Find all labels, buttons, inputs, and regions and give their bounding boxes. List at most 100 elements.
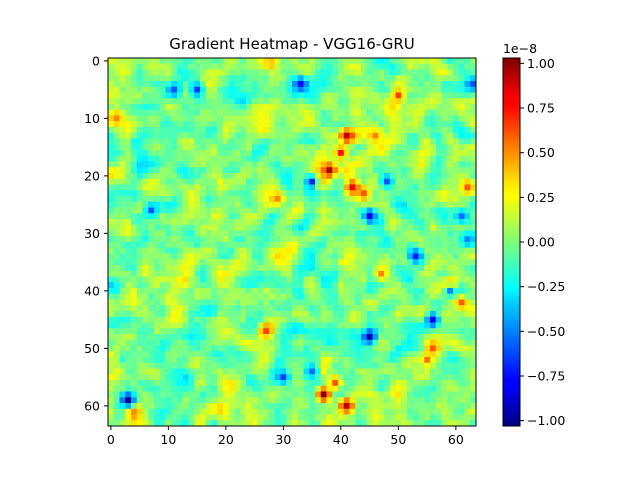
heatmap-cell xyxy=(280,385,287,392)
heatmap-cell xyxy=(251,161,258,168)
heatmap-cell xyxy=(309,109,316,116)
heatmap-cell xyxy=(470,408,477,415)
heatmap-cell xyxy=(177,368,184,375)
heatmap-cell xyxy=(159,132,166,139)
heatmap-cell xyxy=(108,167,115,174)
heatmap-cell xyxy=(441,144,448,151)
heatmap-cell xyxy=(303,328,310,335)
heatmap-cell xyxy=(154,161,161,168)
heatmap-cell xyxy=(194,213,201,220)
heatmap-cell xyxy=(200,132,207,139)
heatmap-cell xyxy=(125,391,132,398)
heatmap-cell xyxy=(286,397,293,404)
heatmap-cell xyxy=(315,98,322,105)
heatmap-cell xyxy=(470,362,477,369)
heatmap-cell xyxy=(303,69,310,76)
heatmap-cell xyxy=(251,219,258,226)
heatmap-cell xyxy=(200,92,207,99)
heatmap-cell xyxy=(125,385,132,392)
heatmap-cell xyxy=(395,161,402,168)
heatmap-cell xyxy=(412,288,419,295)
heatmap-cell xyxy=(447,345,454,352)
heatmap-cell xyxy=(407,115,414,122)
heatmap-cell xyxy=(412,92,419,99)
heatmap-cell xyxy=(361,328,368,335)
heatmap-cell xyxy=(200,288,207,295)
heatmap-cell xyxy=(246,178,253,185)
heatmap-cell xyxy=(292,219,299,226)
heatmap-cell xyxy=(309,104,316,111)
heatmap-cell xyxy=(355,236,362,243)
heatmap-cell xyxy=(395,75,402,82)
heatmap-cell xyxy=(424,109,431,116)
heatmap-cell xyxy=(257,380,264,387)
heatmap-cell xyxy=(435,414,442,421)
heatmap-cell xyxy=(188,207,195,214)
heatmap-cell xyxy=(211,247,218,254)
heatmap-cell xyxy=(148,293,155,300)
heatmap-cell xyxy=(332,368,339,375)
heatmap-cell xyxy=(372,288,379,295)
heatmap-cell xyxy=(320,374,327,381)
heatmap-cell xyxy=(177,374,184,381)
heatmap-cell xyxy=(217,98,224,105)
heatmap-cell xyxy=(165,247,172,254)
heatmap-cell xyxy=(136,345,143,352)
heatmap-cell xyxy=(142,414,149,421)
heatmap-cell xyxy=(389,374,396,381)
heatmap-cell xyxy=(177,138,184,145)
heatmap-cell xyxy=(303,224,310,231)
heatmap-cell xyxy=(355,414,362,421)
heatmap-cell xyxy=(292,380,299,387)
heatmap-cell xyxy=(274,368,281,375)
heatmap-cell xyxy=(217,374,224,381)
heatmap-cell xyxy=(234,403,241,410)
heatmap-cell xyxy=(223,127,230,134)
heatmap-cell xyxy=(142,63,149,70)
heatmap-cell xyxy=(257,69,264,76)
heatmap-cell xyxy=(343,178,350,185)
heatmap-cell xyxy=(125,196,132,203)
heatmap-cell xyxy=(320,219,327,226)
heatmap-cell xyxy=(286,311,293,318)
heatmap-cell xyxy=(366,98,373,105)
heatmap-cell xyxy=(246,155,253,162)
heatmap-cell xyxy=(263,339,270,346)
heatmap-cell xyxy=(303,345,310,352)
heatmap-cell xyxy=(343,127,350,134)
heatmap-cell xyxy=(389,144,396,151)
heatmap-cell xyxy=(366,339,373,346)
heatmap-cell xyxy=(194,391,201,398)
heatmap-cell xyxy=(458,92,465,99)
heatmap-cell xyxy=(447,368,454,375)
heatmap-cell xyxy=(131,236,138,243)
heatmap-cell xyxy=(464,167,471,174)
heatmap-cell xyxy=(297,408,304,415)
heatmap-cell xyxy=(108,391,115,398)
heatmap-cell xyxy=(355,150,362,157)
heatmap-cell xyxy=(395,299,402,306)
heatmap-cell xyxy=(447,420,454,427)
heatmap-cell xyxy=(136,385,143,392)
heatmap-cell xyxy=(240,408,247,415)
heatmap-cell xyxy=(303,150,310,157)
heatmap-cell xyxy=(194,385,201,392)
heatmap-cell xyxy=(395,167,402,174)
heatmap-cell xyxy=(159,351,166,358)
heatmap-cell xyxy=(251,144,258,151)
heatmap-cell xyxy=(108,374,115,381)
heatmap-cell xyxy=(200,224,207,231)
heatmap-cell xyxy=(263,184,270,191)
heatmap-cell xyxy=(430,299,437,306)
heatmap-cell xyxy=(136,173,143,180)
heatmap-cell xyxy=(131,316,138,323)
heatmap-cell xyxy=(297,173,304,180)
heatmap-cell xyxy=(159,167,166,174)
heatmap-cell xyxy=(280,190,287,197)
heatmap-cell xyxy=(401,155,408,162)
heatmap-cell xyxy=(309,184,316,191)
heatmap-cell xyxy=(274,253,281,260)
colorbar-tick-label: 0.50 xyxy=(527,145,555,160)
heatmap-cell xyxy=(464,403,471,410)
heatmap-cell xyxy=(211,196,218,203)
